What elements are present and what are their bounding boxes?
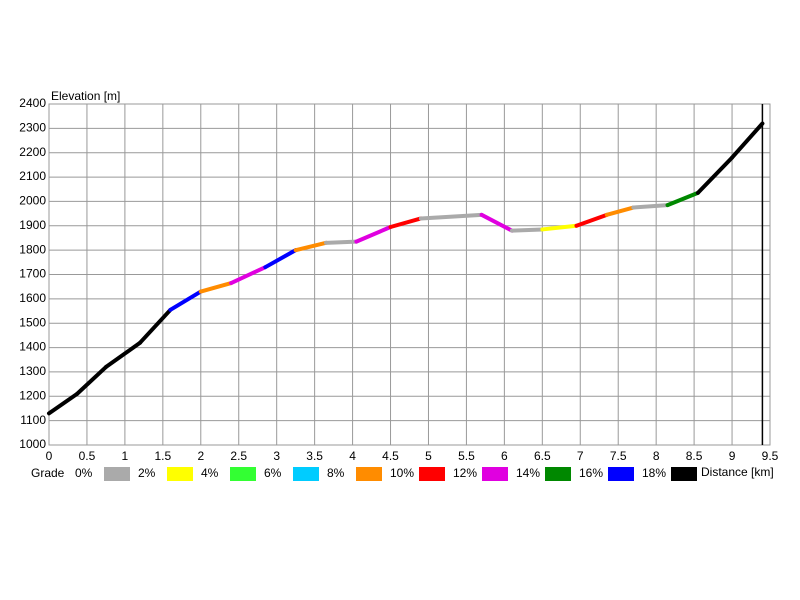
legend-label: 2% bbox=[138, 466, 156, 480]
profile-segment bbox=[574, 212, 609, 228]
x-tick-label: 9 bbox=[729, 449, 736, 463]
profile-segment bbox=[75, 365, 108, 396]
legend-swatch bbox=[419, 467, 445, 481]
y-tick-label: 1700 bbox=[19, 267, 46, 281]
legend-swatch bbox=[230, 467, 256, 481]
legend-label: 16% bbox=[579, 466, 603, 480]
x-tick-label: 1.5 bbox=[154, 449, 171, 463]
x-tick-label: 4.5 bbox=[382, 449, 399, 463]
legend-label: 0% bbox=[75, 466, 93, 480]
x-tick-label: 7 bbox=[577, 449, 584, 463]
profile-segment bbox=[388, 216, 423, 230]
legend-label: 18% bbox=[642, 466, 666, 480]
legend-label: 4% bbox=[201, 466, 219, 480]
profile-segment bbox=[324, 239, 359, 245]
y-tick-label: 1200 bbox=[19, 388, 46, 402]
profile-segment bbox=[198, 281, 234, 294]
profile-segment bbox=[665, 190, 700, 208]
legend-swatch bbox=[608, 467, 634, 481]
profile-segment bbox=[695, 155, 735, 195]
y-tick-label: 2300 bbox=[19, 121, 46, 135]
profile-segment bbox=[604, 205, 636, 217]
profile-segment bbox=[293, 240, 329, 253]
x-tick-label: 3 bbox=[273, 449, 280, 463]
x-tick-label: 8 bbox=[653, 449, 660, 463]
legend-swatch bbox=[356, 467, 382, 481]
y-tick-label: 1300 bbox=[19, 364, 46, 378]
legend-swatch bbox=[482, 467, 508, 481]
x-tick-label: 6.5 bbox=[534, 449, 551, 463]
profile-segment bbox=[354, 225, 393, 244]
y-tick-label: 2200 bbox=[19, 145, 46, 159]
profile-segment bbox=[168, 289, 203, 312]
x-tick-label: 1 bbox=[122, 449, 129, 463]
y-tick-label: 1000 bbox=[19, 437, 46, 451]
x-tick-label: 0.5 bbox=[79, 449, 96, 463]
profile-segment bbox=[730, 121, 765, 160]
x-tick-label: 4 bbox=[349, 449, 356, 463]
x-tick-label: 2.5 bbox=[230, 449, 247, 463]
y-tick-label: 1500 bbox=[19, 315, 46, 329]
legend-label: 6% bbox=[264, 466, 282, 480]
profile-segment bbox=[631, 203, 670, 210]
profile-segment bbox=[229, 265, 268, 286]
legend-label: 8% bbox=[327, 466, 345, 480]
x-tick-label: 7.5 bbox=[610, 449, 627, 463]
legend-label: 10% bbox=[390, 466, 414, 480]
legend-label: 14% bbox=[516, 466, 540, 480]
x-tick-label: 6 bbox=[501, 449, 508, 463]
y-tick-label: 2100 bbox=[19, 169, 46, 183]
y-axis-label: Elevation [m] bbox=[51, 89, 120, 103]
profile-segment bbox=[103, 340, 143, 370]
profile-segment bbox=[509, 227, 545, 233]
legend-swatch bbox=[671, 467, 697, 481]
profile-segment bbox=[138, 307, 173, 345]
x-tick-label: 2 bbox=[197, 449, 204, 463]
y-tick-label: 2400 bbox=[19, 96, 46, 110]
x-tick-label: 5.5 bbox=[458, 449, 475, 463]
y-tick-label: 1900 bbox=[19, 218, 46, 232]
profile-segment bbox=[47, 391, 80, 416]
y-tick-label: 1800 bbox=[19, 242, 46, 256]
x-tick-label: 5 bbox=[425, 449, 432, 463]
legend-swatch bbox=[545, 467, 571, 481]
legend-label: 12% bbox=[453, 466, 477, 480]
profile-segment bbox=[418, 212, 484, 221]
x-tick-label: 0 bbox=[46, 449, 53, 463]
x-tick-label: 3.5 bbox=[306, 449, 323, 463]
y-tick-label: 2000 bbox=[19, 194, 46, 208]
legend-title: Grade bbox=[31, 466, 65, 480]
profile-segment bbox=[479, 212, 514, 233]
y-tick-label: 1600 bbox=[19, 291, 46, 305]
profile-segment bbox=[263, 248, 298, 270]
y-tick-label: 1100 bbox=[20, 413, 46, 427]
x-axis-label: Distance [km] bbox=[701, 465, 774, 479]
legend-swatch bbox=[104, 467, 130, 481]
x-tick-label: 8.5 bbox=[686, 449, 703, 463]
profile-segment bbox=[540, 223, 579, 232]
x-tick-label: 9.5 bbox=[762, 449, 779, 463]
y-tick-label: 1400 bbox=[19, 340, 46, 354]
legend-swatch bbox=[167, 467, 193, 481]
legend-swatch bbox=[293, 467, 319, 481]
